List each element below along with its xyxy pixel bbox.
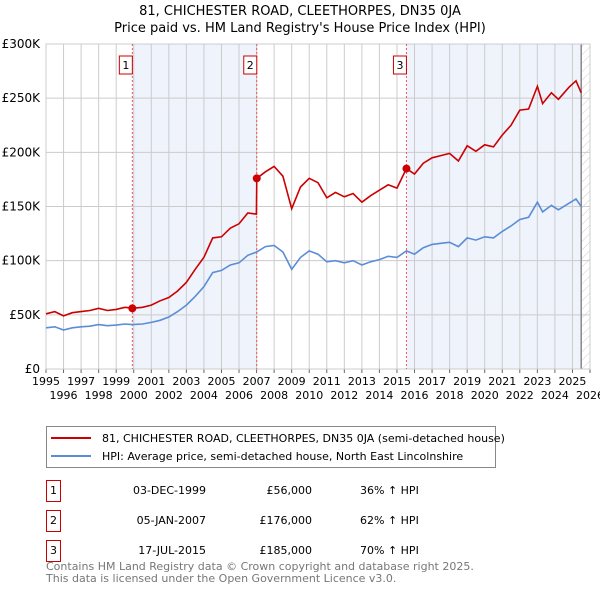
y-tick-label: £50K	[9, 308, 41, 322]
sale-label: 3	[396, 59, 403, 72]
legend: 81, CHICHESTER ROAD, CLEETHORPES, DN35 0…	[46, 426, 505, 468]
sale-marker-badge: 2	[46, 510, 61, 532]
price-series-line	[45, 79, 582, 317]
x-tick-label: 2019	[453, 375, 481, 388]
y-tick-label: £250K	[2, 91, 42, 105]
x-tick-label: 2016	[401, 389, 429, 402]
x-tick-label: 2001	[137, 375, 165, 388]
plot-border	[45, 43, 591, 370]
x-tick-label: 2026	[576, 389, 600, 402]
x-tick-label: 2023	[523, 375, 551, 388]
y-tick-label: £200K	[2, 145, 42, 159]
x-tick-label: 2022	[506, 389, 534, 402]
x-tick-label: 2005	[207, 375, 235, 388]
sale-date: 05-JAN-2007	[136, 514, 206, 527]
x-tick-label: 2020	[471, 389, 499, 402]
x-tick-label: 1995	[32, 375, 60, 388]
table-row: 2 05-JAN-2007 £176,000 62% ↑ HPI	[46, 510, 446, 532]
sale-marker-badge: 1	[46, 480, 61, 502]
x-tick-label: 2002	[155, 389, 183, 402]
x-tick-label: 1996	[50, 389, 78, 402]
x-tick-label: 2000	[120, 389, 148, 402]
sale-hpi-diff: 36% ↑ HPI	[360, 484, 419, 497]
table-row: 3 17-JUL-2015 £185,000 70% ↑ HPI	[46, 540, 446, 562]
legend-item-hpi: HPI: Average price, semi-detached house,…	[51, 448, 463, 464]
sale-date: 03-DEC-1999	[132, 484, 206, 497]
x-tick-label: 1999	[102, 375, 130, 388]
x-tick-label: 2003	[172, 375, 200, 388]
y-tick-label: £150K	[2, 200, 42, 214]
footer-copyright: Contains HM Land Registry data © Crown c…	[46, 560, 474, 573]
footer-licence: This data is licensed under the Open Gov…	[46, 572, 397, 585]
sale-price: £185,000	[259, 544, 313, 557]
x-tick-label: 2009	[278, 375, 306, 388]
x-tick-label: 2025	[558, 375, 586, 388]
plot-area: 1995199619971998199920002001200220032004…	[2, 37, 600, 402]
sale-point	[252, 174, 261, 183]
sale-price: £176,000	[259, 514, 313, 527]
x-tick-label: 2008	[260, 389, 288, 402]
x-tick-label: 2011	[313, 375, 341, 388]
sale-label-box	[118, 55, 133, 75]
legend-swatch-red	[51, 437, 91, 439]
legend-label: 81, CHICHESTER ROAD, CLEETHORPES, DN35 0…	[102, 431, 505, 445]
sale-hpi-diff: 70% ↑ HPI	[360, 544, 419, 557]
chart-title: 81, CHICHESTER ROAD, CLEETHORPES, DN35 0…	[139, 4, 461, 19]
x-tick-label: 2018	[436, 389, 464, 402]
x-tick-label: 2014	[365, 389, 393, 402]
x-tick-label: 1998	[85, 389, 113, 402]
x-tick-label: 2024	[541, 389, 569, 402]
x-tick-label: 2017	[418, 375, 446, 388]
x-tick-label: 2006	[225, 389, 253, 402]
x-tick-label: 2004	[190, 389, 218, 402]
sale-hpi-diff: 62% ↑ HPI	[360, 514, 419, 527]
x-tick-label: 2015	[383, 375, 411, 388]
sale-point	[402, 164, 411, 173]
sale-label-box	[392, 55, 407, 75]
x-tick-label: 2013	[348, 375, 376, 388]
y-tick-label: £300K	[2, 37, 42, 51]
x-tick-label: 2010	[295, 389, 323, 402]
sale-marker-badge: 3	[46, 540, 61, 562]
x-tick-label: 2007	[243, 375, 271, 388]
chart-subtitle: Price paid vs. HM Land Registry's House …	[114, 21, 486, 36]
sale-label-box	[243, 55, 258, 75]
sale-price: £56,000	[266, 484, 313, 497]
x-tick-label: 2012	[330, 389, 358, 402]
sale-point	[128, 304, 137, 313]
sale-label: 2	[247, 59, 254, 72]
sale-date: 17-JUL-2015	[138, 544, 206, 557]
sale-label: 1	[122, 59, 129, 72]
x-tick-label: 1997	[67, 375, 95, 388]
y-tick-label: £0	[25, 362, 40, 376]
legend-item-property: 81, CHICHESTER ROAD, CLEETHORPES, DN35 0…	[51, 430, 505, 446]
y-tick-label: £100K	[2, 254, 42, 268]
legend-swatch-blue	[51, 455, 91, 457]
legend-label: HPI: Average price, semi-detached house,…	[102, 449, 464, 463]
table-row: 1 03-DEC-1999 £56,000 36% ↑ HPI	[46, 480, 446, 502]
x-tick-label: 2021	[488, 375, 516, 388]
hpi-series-line	[45, 197, 582, 331]
